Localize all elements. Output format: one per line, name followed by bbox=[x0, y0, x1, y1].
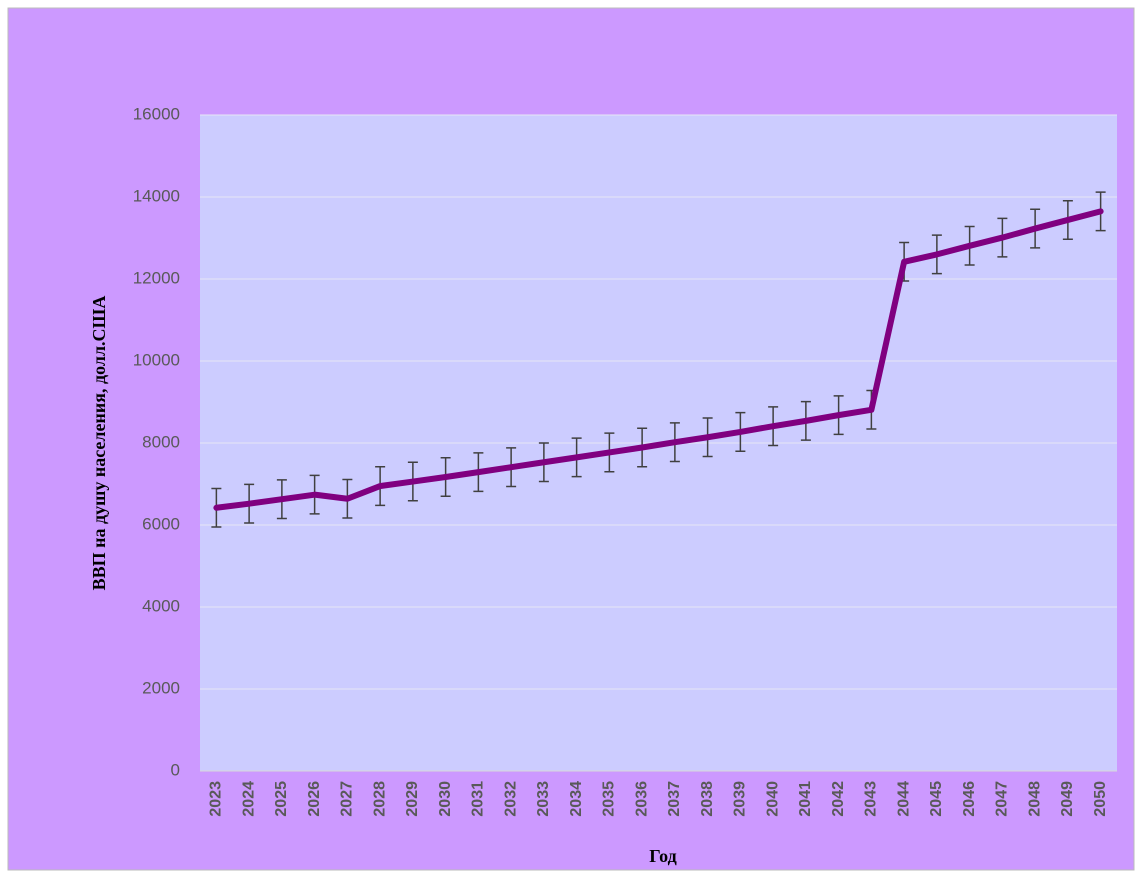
x-tick-label: 2042 bbox=[830, 781, 847, 817]
y-tick-label: 6000 bbox=[142, 514, 180, 533]
x-tick-label: 2030 bbox=[437, 781, 454, 817]
x-tick-label: 2031 bbox=[470, 781, 487, 817]
x-tick-label: 2050 bbox=[1092, 781, 1109, 817]
y-tick-label: 10000 bbox=[133, 350, 180, 369]
y-tick-label: 0 bbox=[171, 760, 180, 779]
x-tick-label: 2026 bbox=[306, 781, 323, 817]
y-tick-label: 12000 bbox=[133, 268, 180, 287]
x-tick-label: 2025 bbox=[273, 781, 290, 817]
x-tick-label: 2038 bbox=[699, 781, 716, 817]
x-tick-label: 2029 bbox=[404, 781, 421, 817]
x-tick-label: 2028 bbox=[371, 781, 388, 817]
y-tick-label: 4000 bbox=[142, 596, 180, 615]
x-tick-label: 2033 bbox=[535, 781, 552, 817]
y-tick-label: 8000 bbox=[142, 432, 180, 451]
x-tick-label: 2024 bbox=[240, 781, 257, 817]
x-tick-label: 2048 bbox=[1026, 781, 1043, 817]
y-tick-label: 14000 bbox=[133, 186, 180, 205]
x-tick-label: 2041 bbox=[797, 781, 814, 817]
x-tick-label: 2023 bbox=[208, 781, 225, 817]
x-tick-label: 2039 bbox=[732, 781, 749, 817]
x-tick-label: 2044 bbox=[895, 781, 912, 817]
x-tick-label: 2040 bbox=[764, 781, 781, 817]
x-tick-label: 2037 bbox=[666, 781, 683, 817]
x-tick-label: 2036 bbox=[633, 781, 650, 817]
x-tick-label: 2047 bbox=[994, 781, 1011, 817]
x-tick-label: 2032 bbox=[502, 781, 519, 817]
x-tick-label: 2035 bbox=[601, 781, 618, 817]
x-tick-label: 2034 bbox=[568, 781, 585, 817]
x-tick-label: 2046 bbox=[961, 781, 978, 817]
x-axis-title: Год bbox=[649, 846, 676, 866]
x-tick-label: 2043 bbox=[863, 781, 880, 817]
y-axis-title: ВВП на душу населения, долл.США bbox=[89, 296, 109, 591]
y-tick-label: 2000 bbox=[142, 678, 180, 697]
data-line bbox=[213, 208, 1104, 511]
y-tick-label: 16000 bbox=[133, 104, 180, 123]
x-tick-label: 2027 bbox=[339, 781, 356, 817]
x-tick-label: 2045 bbox=[928, 781, 945, 817]
x-tick-label: 2049 bbox=[1059, 781, 1076, 817]
